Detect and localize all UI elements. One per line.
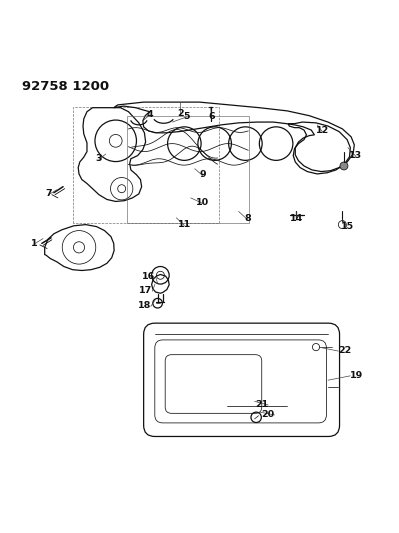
Text: 13: 13 <box>350 151 362 160</box>
Text: 22: 22 <box>338 346 352 355</box>
Text: 11: 11 <box>178 220 191 229</box>
Text: 9: 9 <box>200 170 206 179</box>
Text: 10: 10 <box>196 198 209 207</box>
Text: 1: 1 <box>31 239 37 248</box>
Text: 19: 19 <box>350 370 363 379</box>
Text: 4: 4 <box>146 110 153 118</box>
Text: 12: 12 <box>316 126 329 135</box>
Text: 5: 5 <box>184 111 190 120</box>
Text: 8: 8 <box>244 214 251 223</box>
Text: 2: 2 <box>177 109 184 118</box>
Circle shape <box>340 162 348 170</box>
Text: 17: 17 <box>139 286 152 295</box>
Text: 18: 18 <box>137 301 151 310</box>
Text: 92758 1200: 92758 1200 <box>22 80 109 93</box>
Text: 21: 21 <box>255 400 268 409</box>
Text: 6: 6 <box>208 111 215 120</box>
Text: 20: 20 <box>261 410 275 418</box>
Text: 15: 15 <box>341 222 354 231</box>
Text: 3: 3 <box>96 154 102 163</box>
Text: 14: 14 <box>289 214 303 223</box>
Text: 7: 7 <box>45 189 52 198</box>
Text: 16: 16 <box>142 272 156 281</box>
